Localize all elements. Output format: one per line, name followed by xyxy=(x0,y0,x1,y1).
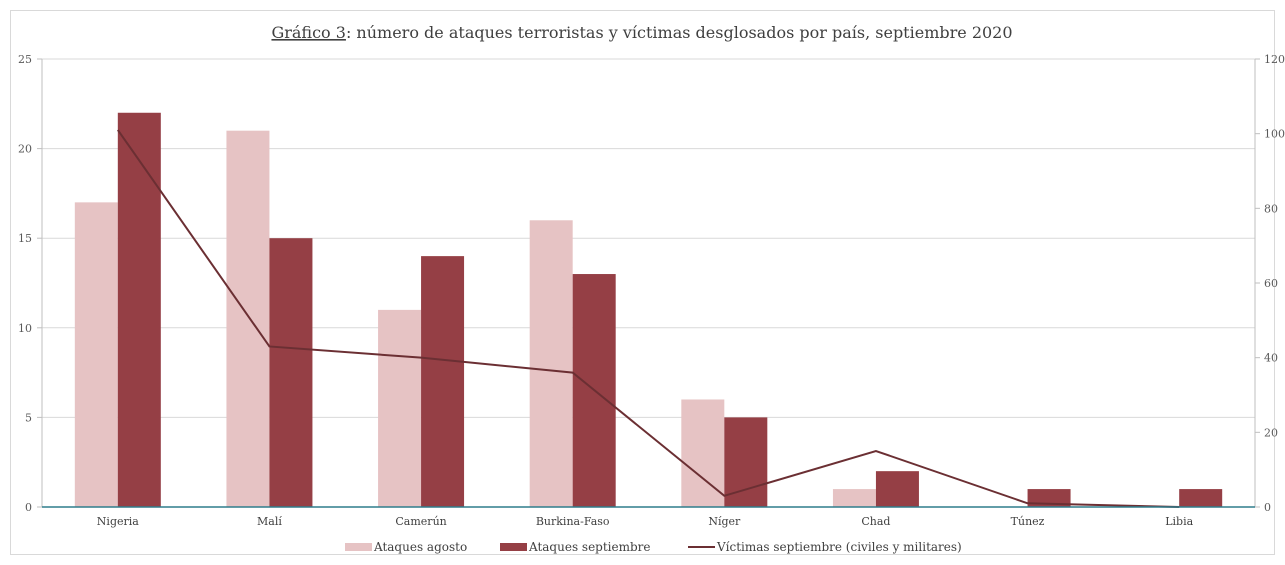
bar-ataques-agosto xyxy=(74,202,118,508)
y-right-tick-label: 40 xyxy=(1264,352,1278,365)
legend: Ataques agosto Ataques septiembre Víctimas… xyxy=(345,540,962,554)
y-right-tick-label: 60 xyxy=(1264,277,1278,290)
bar-ataques-agosto xyxy=(529,220,573,507)
chart-border xyxy=(10,10,1275,555)
x-tick-label: Chad xyxy=(861,515,890,528)
bar-ataques-septiembre xyxy=(269,238,313,507)
x-tick-label: Malí xyxy=(257,515,282,528)
x-tick-label: Libia xyxy=(1165,515,1193,528)
x-tick-label: Camerún xyxy=(395,515,446,528)
bar-ataques-septiembre xyxy=(875,471,919,507)
bar-ataques-septiembre xyxy=(1027,489,1071,507)
bar-ataques-agosto xyxy=(378,309,422,507)
chart-title-prefix: Gráfico 3 xyxy=(271,23,346,42)
bar-ataques-agosto xyxy=(832,489,876,507)
legend-swatch xyxy=(345,543,372,551)
x-tick-label: Burkina-Faso xyxy=(536,515,610,528)
bars xyxy=(74,112,1223,508)
y-left-tick-label: 15 xyxy=(18,232,32,245)
bar-ataques-septiembre xyxy=(724,417,768,507)
legend-swatch xyxy=(500,543,527,551)
bar-ataques-septiembre xyxy=(421,256,465,507)
chart-title-rest: : número de ataques terroristas y víctim… xyxy=(346,23,1013,42)
bar-ataques-septiembre xyxy=(1179,489,1223,507)
legend-label: Ataques agosto xyxy=(373,540,467,554)
bar-ataques-septiembre xyxy=(117,112,161,507)
x-tick-label: Túnez xyxy=(1011,515,1045,528)
y-left-tick-label: 25 xyxy=(18,53,32,66)
victims-line-layer xyxy=(116,129,1180,508)
bar-ataques-agosto xyxy=(226,130,270,507)
axes: 0 5 10 15 20 25 0 20 40 60 80 100 120 Nigeria Malí Came… xyxy=(18,53,1285,528)
y-left-tick-label: 20 xyxy=(18,143,32,156)
y-right-tick-label: 0 xyxy=(1264,501,1271,514)
y-right-tick-label: 120 xyxy=(1264,53,1285,66)
y-left-tick-label: 5 xyxy=(25,411,32,424)
x-tick-label: Nigeria xyxy=(97,515,139,528)
y-left-tick-label: 10 xyxy=(18,322,32,335)
y-right-tick-label: 20 xyxy=(1264,426,1278,439)
x-tick-label: Níger xyxy=(708,515,741,528)
victims-line xyxy=(116,129,1180,508)
y-right-tick-label: 80 xyxy=(1264,202,1278,215)
y-left-tick-label: 0 xyxy=(25,501,32,514)
legend-label: Víctimas septiembre (civiles y militares… xyxy=(716,540,962,554)
y-right-tick-label: 100 xyxy=(1264,128,1285,141)
legend-label: Ataques septiembre xyxy=(528,540,651,554)
chart-title: Gráfico 3: número de ataques terroristas… xyxy=(271,23,1012,42)
